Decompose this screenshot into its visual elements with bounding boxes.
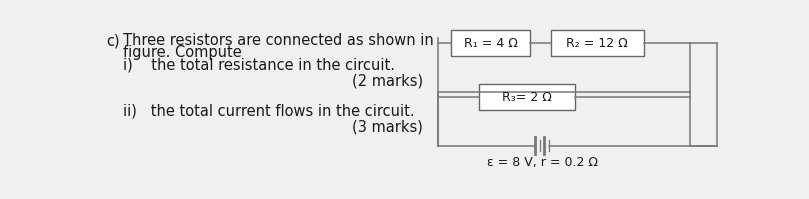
FancyBboxPatch shape xyxy=(551,30,644,56)
Text: i)    the total resistance in the circuit.: i) the total resistance in the circuit. xyxy=(123,58,395,73)
FancyBboxPatch shape xyxy=(451,30,531,56)
FancyBboxPatch shape xyxy=(479,84,575,110)
Text: c): c) xyxy=(107,33,121,48)
Text: figure. Compute: figure. Compute xyxy=(123,45,242,60)
Text: (2 marks): (2 marks) xyxy=(352,74,423,89)
Text: ε = 8 V, r = 0.2 Ω: ε = 8 V, r = 0.2 Ω xyxy=(486,156,598,169)
Text: R₃= 2 Ω: R₃= 2 Ω xyxy=(502,91,552,103)
Text: (3 marks): (3 marks) xyxy=(352,119,423,134)
Text: Three resistors are connected as shown in: Three resistors are connected as shown i… xyxy=(123,33,434,48)
Text: ii)   the total current flows in the circuit.: ii) the total current flows in the circu… xyxy=(123,103,414,118)
Text: R₂ = 12 Ω: R₂ = 12 Ω xyxy=(566,37,628,50)
Text: R₁ = 4 Ω: R₁ = 4 Ω xyxy=(464,37,518,50)
